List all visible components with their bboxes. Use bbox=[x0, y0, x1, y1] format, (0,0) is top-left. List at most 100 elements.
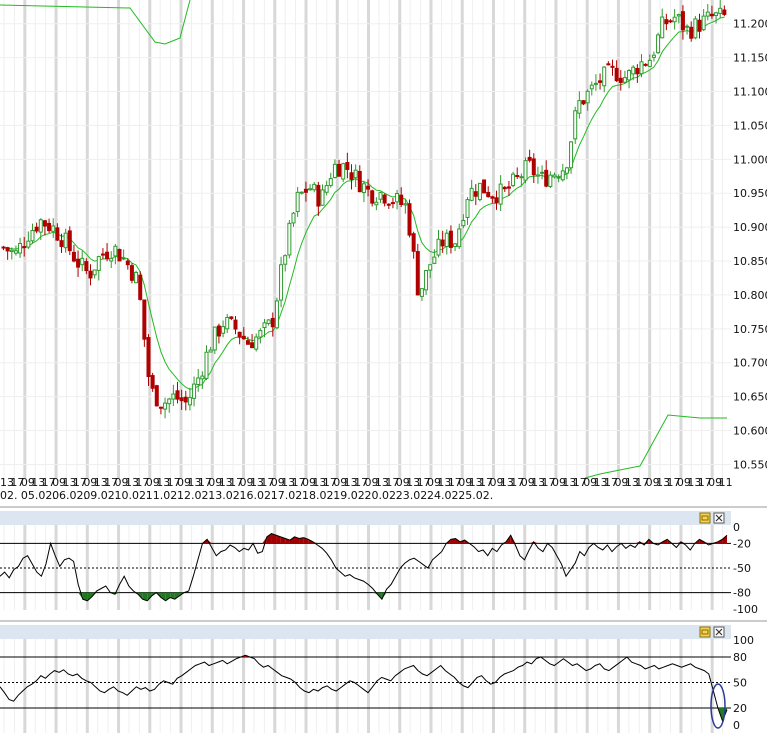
candle-body bbox=[366, 185, 371, 190]
session-tick-label: 13 bbox=[500, 476, 514, 489]
candle-body bbox=[266, 319, 271, 324]
indicator-panel-1: 0 -20 -50 -80 -100 bbox=[0, 511, 758, 616]
indicator-tick-label: 80 bbox=[733, 651, 747, 664]
candle-body bbox=[337, 163, 342, 177]
candle-body bbox=[51, 225, 56, 232]
candle-body bbox=[639, 61, 644, 75]
candle-body bbox=[270, 317, 275, 328]
session-tick-label: 17 bbox=[167, 476, 181, 489]
candle-body bbox=[262, 322, 267, 329]
session-tick-label: 17 bbox=[542, 476, 556, 489]
candle-body bbox=[283, 255, 288, 265]
session-tick-label: 17 bbox=[198, 476, 212, 489]
candle-body bbox=[167, 398, 172, 405]
close-icon[interactable] bbox=[713, 626, 725, 638]
candle-body bbox=[92, 269, 97, 276]
candle-body bbox=[34, 226, 39, 232]
date-label: 23.02. bbox=[396, 489, 431, 502]
price-tick-label: 10.750 bbox=[733, 323, 767, 336]
candle-body bbox=[552, 174, 557, 178]
session-tick-label: 09 bbox=[271, 476, 285, 489]
candle-body bbox=[643, 63, 648, 66]
candle-body bbox=[378, 192, 383, 200]
session-tick-label: 09 bbox=[708, 476, 722, 489]
price-tick-label: 11.200 bbox=[733, 18, 767, 31]
candle-body bbox=[527, 156, 532, 161]
candle-body bbox=[486, 191, 491, 198]
candle-body bbox=[361, 183, 366, 194]
session-tick-label: 09 bbox=[552, 476, 566, 489]
close-icon[interactable] bbox=[713, 512, 725, 524]
candle-body bbox=[22, 246, 27, 249]
candle-body bbox=[26, 240, 31, 248]
price-tick-label: 10.650 bbox=[733, 391, 767, 404]
session-tick-label: 17 bbox=[323, 476, 337, 489]
session-tick-label: 17 bbox=[698, 476, 712, 489]
indicator-tick-label: -50 bbox=[733, 562, 751, 575]
candle-body bbox=[676, 14, 681, 17]
session-tick-label: 13 bbox=[125, 476, 139, 489]
candle-body bbox=[42, 220, 47, 227]
indicator-tick-label: -100 bbox=[733, 603, 758, 616]
session-tick-label: 13 bbox=[94, 476, 108, 489]
indicator-tick-label: 50 bbox=[733, 677, 747, 690]
oversold-fill bbox=[142, 592, 148, 601]
candle-body bbox=[274, 300, 279, 329]
candle-body bbox=[668, 20, 673, 23]
session-tick-label: 17 bbox=[448, 476, 462, 489]
indicator-tick-label: 100 bbox=[733, 634, 754, 647]
price-tick-label: 11.050 bbox=[733, 119, 767, 132]
candle-body bbox=[386, 203, 391, 206]
session-tick-label: 09 bbox=[240, 476, 254, 489]
candle-body bbox=[540, 171, 545, 174]
candle-body bbox=[154, 385, 159, 407]
overbought-fill bbox=[299, 537, 304, 544]
candle-body bbox=[622, 77, 627, 83]
candle-body bbox=[490, 196, 495, 199]
candle-body bbox=[158, 406, 163, 409]
session-tick-label: 09 bbox=[396, 476, 410, 489]
candle-body bbox=[163, 402, 168, 410]
maximize-icon[interactable] bbox=[699, 626, 711, 638]
overbought-fill bbox=[285, 538, 290, 544]
candle-body bbox=[432, 256, 437, 264]
candle-body bbox=[419, 288, 424, 297]
session-tick-label: 13 bbox=[0, 476, 14, 489]
session-tick-label: 17 bbox=[417, 476, 431, 489]
candle-body bbox=[436, 238, 441, 256]
price-tick-label: 10.700 bbox=[733, 357, 767, 370]
candle-body bbox=[502, 186, 507, 190]
session-tick-label: 09 bbox=[365, 476, 379, 489]
time-axis: 1317091317091317091317091317091317091317… bbox=[0, 476, 733, 502]
session-tick-label: 09 bbox=[333, 476, 347, 489]
candle-body bbox=[374, 201, 379, 206]
session-tick-label: 17 bbox=[229, 476, 243, 489]
candle-body bbox=[187, 397, 192, 406]
session-tick-label: 09 bbox=[521, 476, 535, 489]
candle-body bbox=[705, 11, 710, 17]
session-tick-label: 17 bbox=[385, 476, 399, 489]
session-tick-label: 17 bbox=[292, 476, 306, 489]
candle-body bbox=[129, 265, 134, 281]
price-tick-label: 10.800 bbox=[733, 289, 767, 302]
session-tick-label: 13 bbox=[375, 476, 389, 489]
candle-body bbox=[593, 82, 598, 85]
candle-body bbox=[635, 67, 640, 75]
candle-body bbox=[299, 191, 304, 194]
session-tick-label: 09 bbox=[583, 476, 597, 489]
oversold-fill bbox=[82, 592, 88, 601]
date-label: 05.02. bbox=[21, 489, 56, 502]
candle-body bbox=[208, 349, 213, 353]
session-tick-label: 09 bbox=[146, 476, 160, 489]
candle-body bbox=[171, 393, 176, 400]
maximize-icon[interactable] bbox=[699, 512, 711, 524]
candle-body bbox=[519, 176, 524, 179]
session-tick-label: 13 bbox=[62, 476, 76, 489]
candle-body bbox=[453, 243, 458, 248]
session-tick-label: 09 bbox=[427, 476, 441, 489]
overbought-fill bbox=[450, 538, 456, 544]
session-tick-label: 09 bbox=[115, 476, 129, 489]
candle-body bbox=[697, 19, 702, 32]
candle-body bbox=[258, 330, 263, 338]
